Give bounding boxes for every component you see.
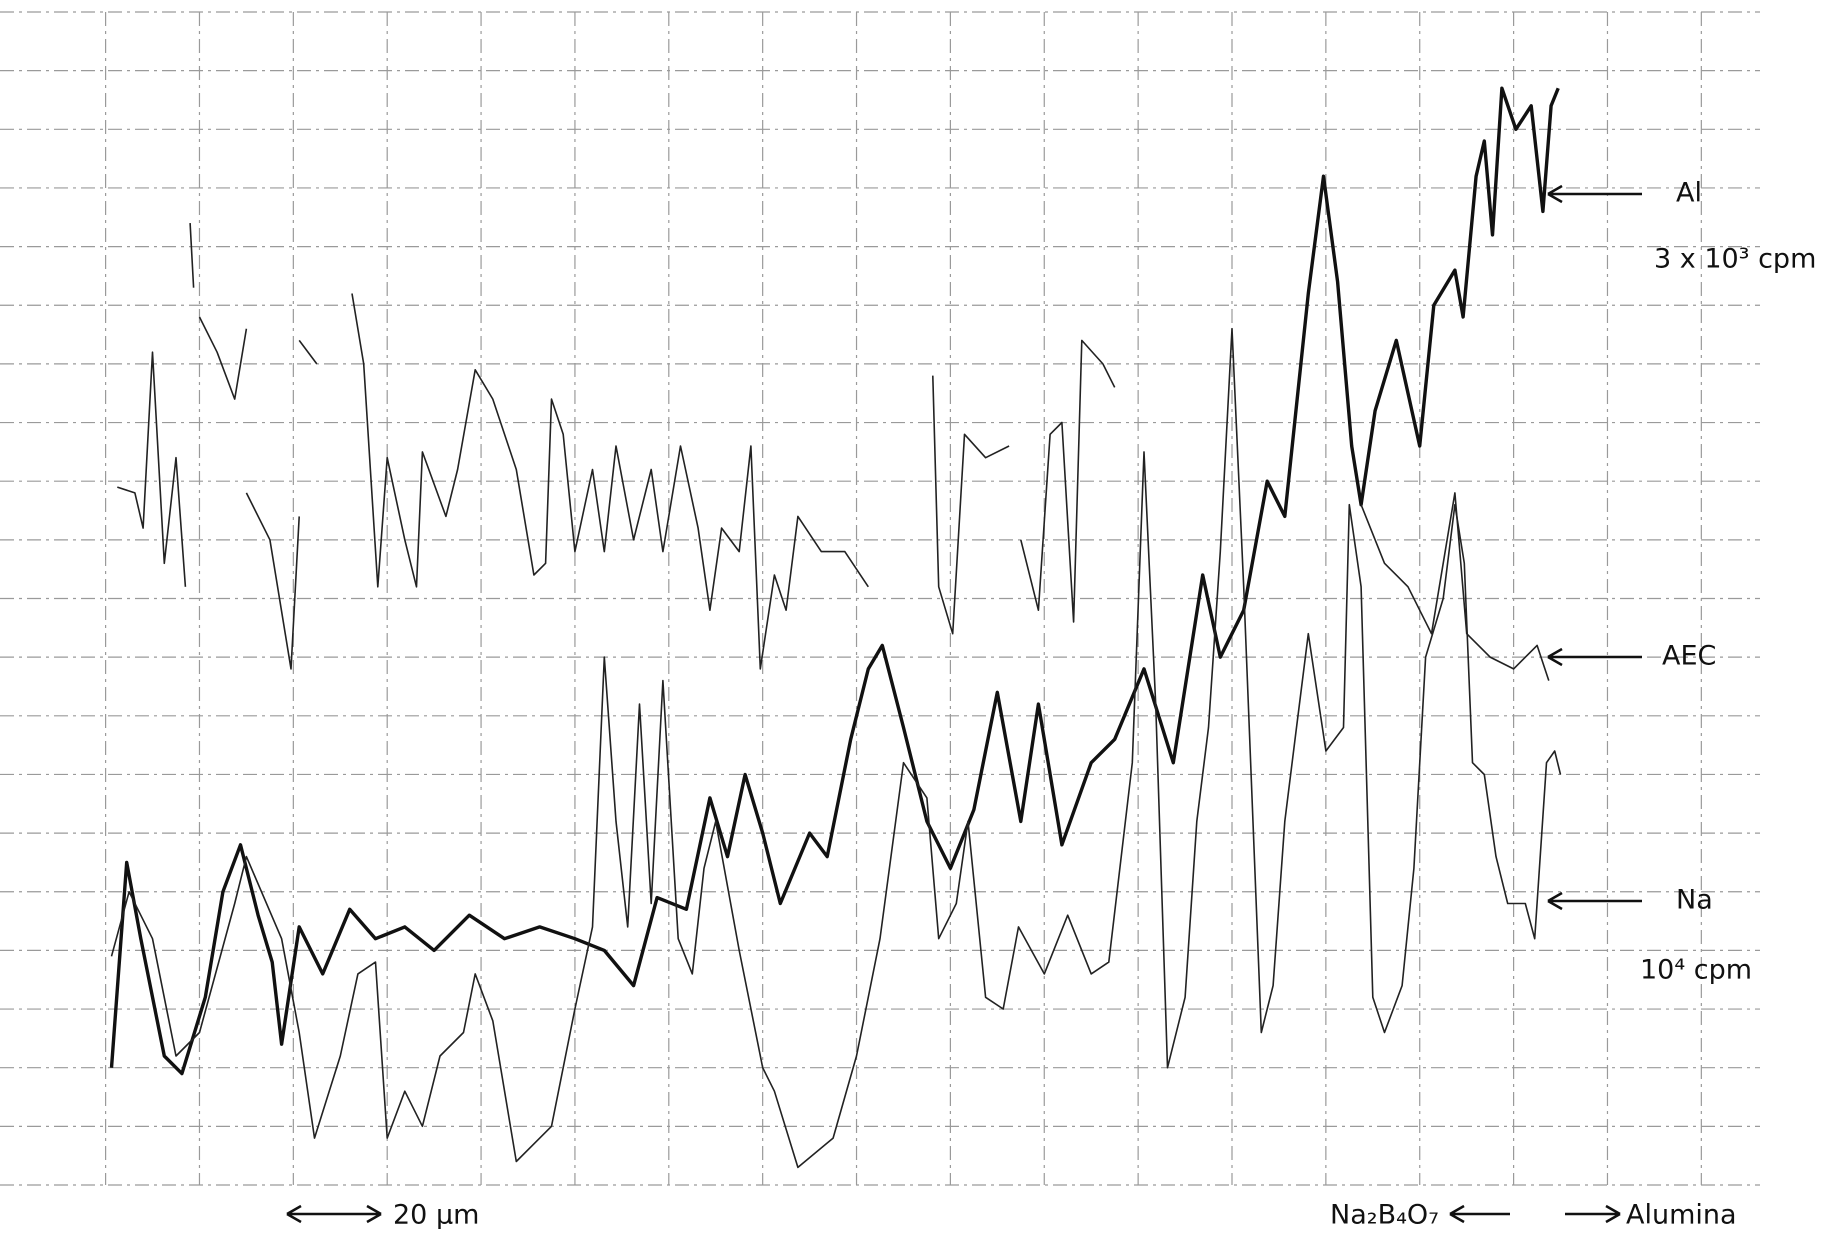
arrows xyxy=(287,186,1642,1222)
trace-2 xyxy=(112,329,1561,1168)
page: {"chart_data": { "type": "line", "xlim":… xyxy=(0,0,1830,1240)
left-arrow xyxy=(1450,1206,1510,1222)
trace-0 xyxy=(112,88,1559,1073)
boundary-left-label: Na₂B₄O₇ xyxy=(1330,1200,1439,1231)
na-arrow xyxy=(1548,893,1642,909)
boundary-right-label: Alumina xyxy=(1626,1200,1737,1231)
traces xyxy=(0,12,1760,1185)
legend-label: Na xyxy=(1676,885,1713,916)
chart: 20 µm Na₂B₄O₇ Alumina Al 3 x 10³ cpm AEC Na… xyxy=(0,0,1830,1240)
scale-label: 3 x 10³ cpm xyxy=(1654,244,1816,275)
legend-label: Al xyxy=(1676,178,1702,209)
scale-arrow xyxy=(287,1206,381,1222)
legend-label: AEC xyxy=(1662,641,1716,672)
scale-label: 10⁴ cpm xyxy=(1640,955,1752,986)
right-arrow xyxy=(1565,1206,1620,1222)
scale-bar-label: 20 µm xyxy=(393,1200,479,1231)
aec-arrow xyxy=(1548,649,1642,665)
trace-1 xyxy=(117,223,1549,680)
